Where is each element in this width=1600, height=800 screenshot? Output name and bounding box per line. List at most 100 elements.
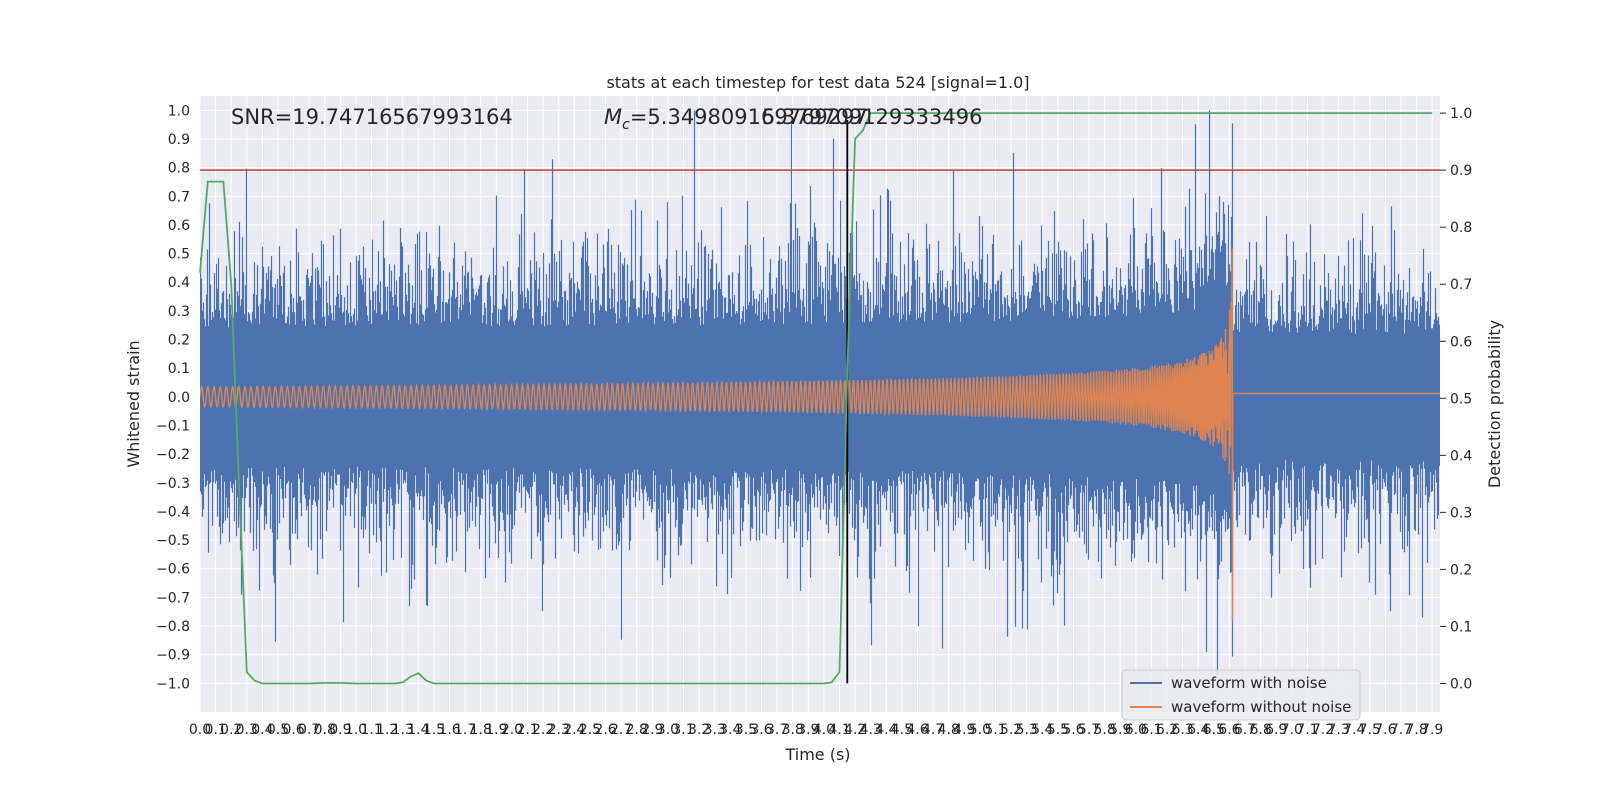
x-tick-label: 0.2 — [220, 722, 242, 738]
x-tick-label: 7.2 — [1312, 722, 1334, 738]
x-tick-label: 0.6 — [282, 722, 304, 738]
mc-value: =5.349809169769297 — [630, 105, 868, 129]
x-tick-label: 1.5 — [423, 722, 445, 738]
x-tick-label: 6.5 — [1203, 722, 1225, 738]
y-tick-label: 0.2 — [168, 333, 190, 349]
series-waveform-without-noise — [200, 248, 1440, 621]
x-tick-label: 4.4 — [875, 722, 897, 738]
y-tick-label: −0.1 — [156, 418, 190, 434]
x-tick-label: 6.2 — [1156, 722, 1178, 738]
x-tick-label: 5.7 — [1078, 722, 1100, 738]
x-tick-label: 0.3 — [236, 722, 258, 738]
y-tick-label: 0.1 — [168, 361, 190, 377]
y-right-tick-label: 0.2 — [1450, 562, 1472, 578]
x-tick-label: 0.0 — [189, 722, 211, 738]
x-tick-label: 5.6 — [1062, 722, 1084, 738]
chirp-mass-annotation: Mc=5.349809169769297 — [604, 105, 868, 133]
x-tick-label: 5.0 — [969, 722, 991, 738]
clean-waveform-line — [200, 248, 1440, 621]
x-tick-label: 1.9 — [485, 722, 507, 738]
y-right-tick-label: 0.5 — [1450, 391, 1472, 407]
x-tick-label: 2.4 — [563, 722, 585, 738]
y-tick-label: −0.5 — [156, 533, 190, 549]
x-tick-label: 7.3 — [1327, 722, 1349, 738]
x-tick-label: 6.6 — [1218, 722, 1240, 738]
x-tick-label: 7.9 — [1421, 722, 1443, 738]
x-tick-label: 0.4 — [251, 722, 273, 738]
detection-probability-line — [199, 112, 1433, 685]
x-tick-label: 5.1 — [984, 722, 1006, 738]
x-tick-label: 2.1 — [516, 722, 538, 738]
y-right-tick-label: 0.8 — [1450, 220, 1472, 236]
y-right-tick-label: 0.7 — [1450, 277, 1472, 293]
y-tick-label: 0.0 — [168, 390, 190, 406]
x-tick-label: 3.1 — [672, 722, 694, 738]
y-axis-right-label: Detection probability — [1485, 320, 1504, 488]
x-tick-label: 7.1 — [1296, 722, 1318, 738]
legend-label-noise: waveform with noise — [1171, 674, 1327, 692]
x-tick-label: 3.7 — [766, 722, 788, 738]
x-tick-label: 6.3 — [1172, 722, 1194, 738]
y-right-tick-label: 0.0 — [1450, 676, 1472, 692]
y-axis-ticks: 1.0 0.9 0.8 0.7 0.6 0.5 0.4 0.3 0.2 0.1 0.0 −0.1 −0.… — [156, 103, 190, 692]
x-tick-label: 1.7 — [454, 722, 476, 738]
x-tick-label: 2.8 — [626, 722, 648, 738]
y-tick-label: 0.7 — [168, 189, 190, 205]
mc-symbol: M — [604, 105, 622, 129]
y-right-tick-label: 0.1 — [1450, 619, 1472, 635]
legend-box — [1121, 669, 1361, 721]
x-tick-label: 2.7 — [610, 722, 632, 738]
x-tick-label: 2.0 — [501, 722, 523, 738]
x-tick-label: 6.7 — [1234, 722, 1256, 738]
snr-annotation: SNR=19.74716567993164 — [231, 105, 513, 129]
x-tick-label: 7.7 — [1390, 722, 1412, 738]
legend-label-clean: waveform without noise — [1171, 698, 1351, 716]
y-tick-label: 0.6 — [168, 218, 190, 234]
y-tick-label: 0.3 — [168, 304, 190, 320]
y-tick-label: −0.2 — [156, 447, 190, 463]
y-tick-label: −0.8 — [156, 619, 190, 635]
x-axis-label: Time (s) — [784, 745, 850, 764]
x-tick-label: 4.7 — [922, 722, 944, 738]
y-right-tick-label: 0.3 — [1450, 505, 1472, 521]
y-right-tick-label: 1.0 — [1450, 106, 1472, 122]
x-tick-label: 1.0 — [345, 722, 367, 738]
x-tick-label: 4.6 — [906, 722, 928, 738]
x-tick-label: 3.8 — [782, 722, 804, 738]
x-tick-label: 7.8 — [1405, 722, 1427, 738]
y-tick-label: 0.8 — [168, 161, 190, 177]
y-tick-label: 0.5 — [168, 247, 190, 263]
x-tick-label: 5.8 — [1094, 722, 1116, 738]
mc-subscript: c — [622, 117, 630, 133]
x-tick-label: 3.5 — [735, 722, 757, 738]
x-tick-label: 6.0 — [1125, 722, 1147, 738]
y-tick-label: −0.3 — [156, 476, 190, 492]
x-tick-label: 1.1 — [360, 722, 382, 738]
overlap-annotation: 5.379709129333496 — [762, 105, 982, 129]
x-tick-label: 1.2 — [376, 722, 398, 738]
x-tick-label: 0.1 — [204, 722, 226, 738]
y-tick-label: 1.0 — [168, 103, 190, 119]
x-tick-label: 7.5 — [1359, 722, 1381, 738]
x-tick-label: 3.3 — [704, 722, 726, 738]
x-tick-label: 5.9 — [1109, 722, 1131, 738]
x-tick-label: 4.2 — [844, 722, 866, 738]
x-tick-label: 4.1 — [828, 722, 850, 738]
y-axis-right-ticks: 1.0 0.9 0.8 0.7 0.6 0.5 0.4 0.3 0.2 0.1 0.0 — [1440, 106, 1472, 692]
x-tick-label: 0.9 — [329, 722, 351, 738]
x-tick-label: 0.7 — [298, 722, 320, 738]
x-tick-label: 2.6 — [594, 722, 616, 738]
y-tick-label: 0.4 — [168, 275, 190, 291]
x-tick-label: 4.9 — [953, 722, 975, 738]
x-tick-label: 1.3 — [392, 722, 414, 738]
x-tick-label: 3.0 — [657, 722, 679, 738]
overlays — [199, 112, 1440, 685]
y-tick-label: −0.7 — [156, 590, 190, 606]
x-tick-label: 2.2 — [532, 722, 554, 738]
x-tick-label: 6.9 — [1265, 722, 1287, 738]
x-tick-label: 4.0 — [813, 722, 835, 738]
y-tick-label: −0.9 — [156, 648, 190, 664]
x-tick-label: 4.3 — [860, 722, 882, 738]
y-right-tick-label: 0.4 — [1450, 448, 1472, 464]
y-tick-label: −0.6 — [156, 562, 190, 578]
